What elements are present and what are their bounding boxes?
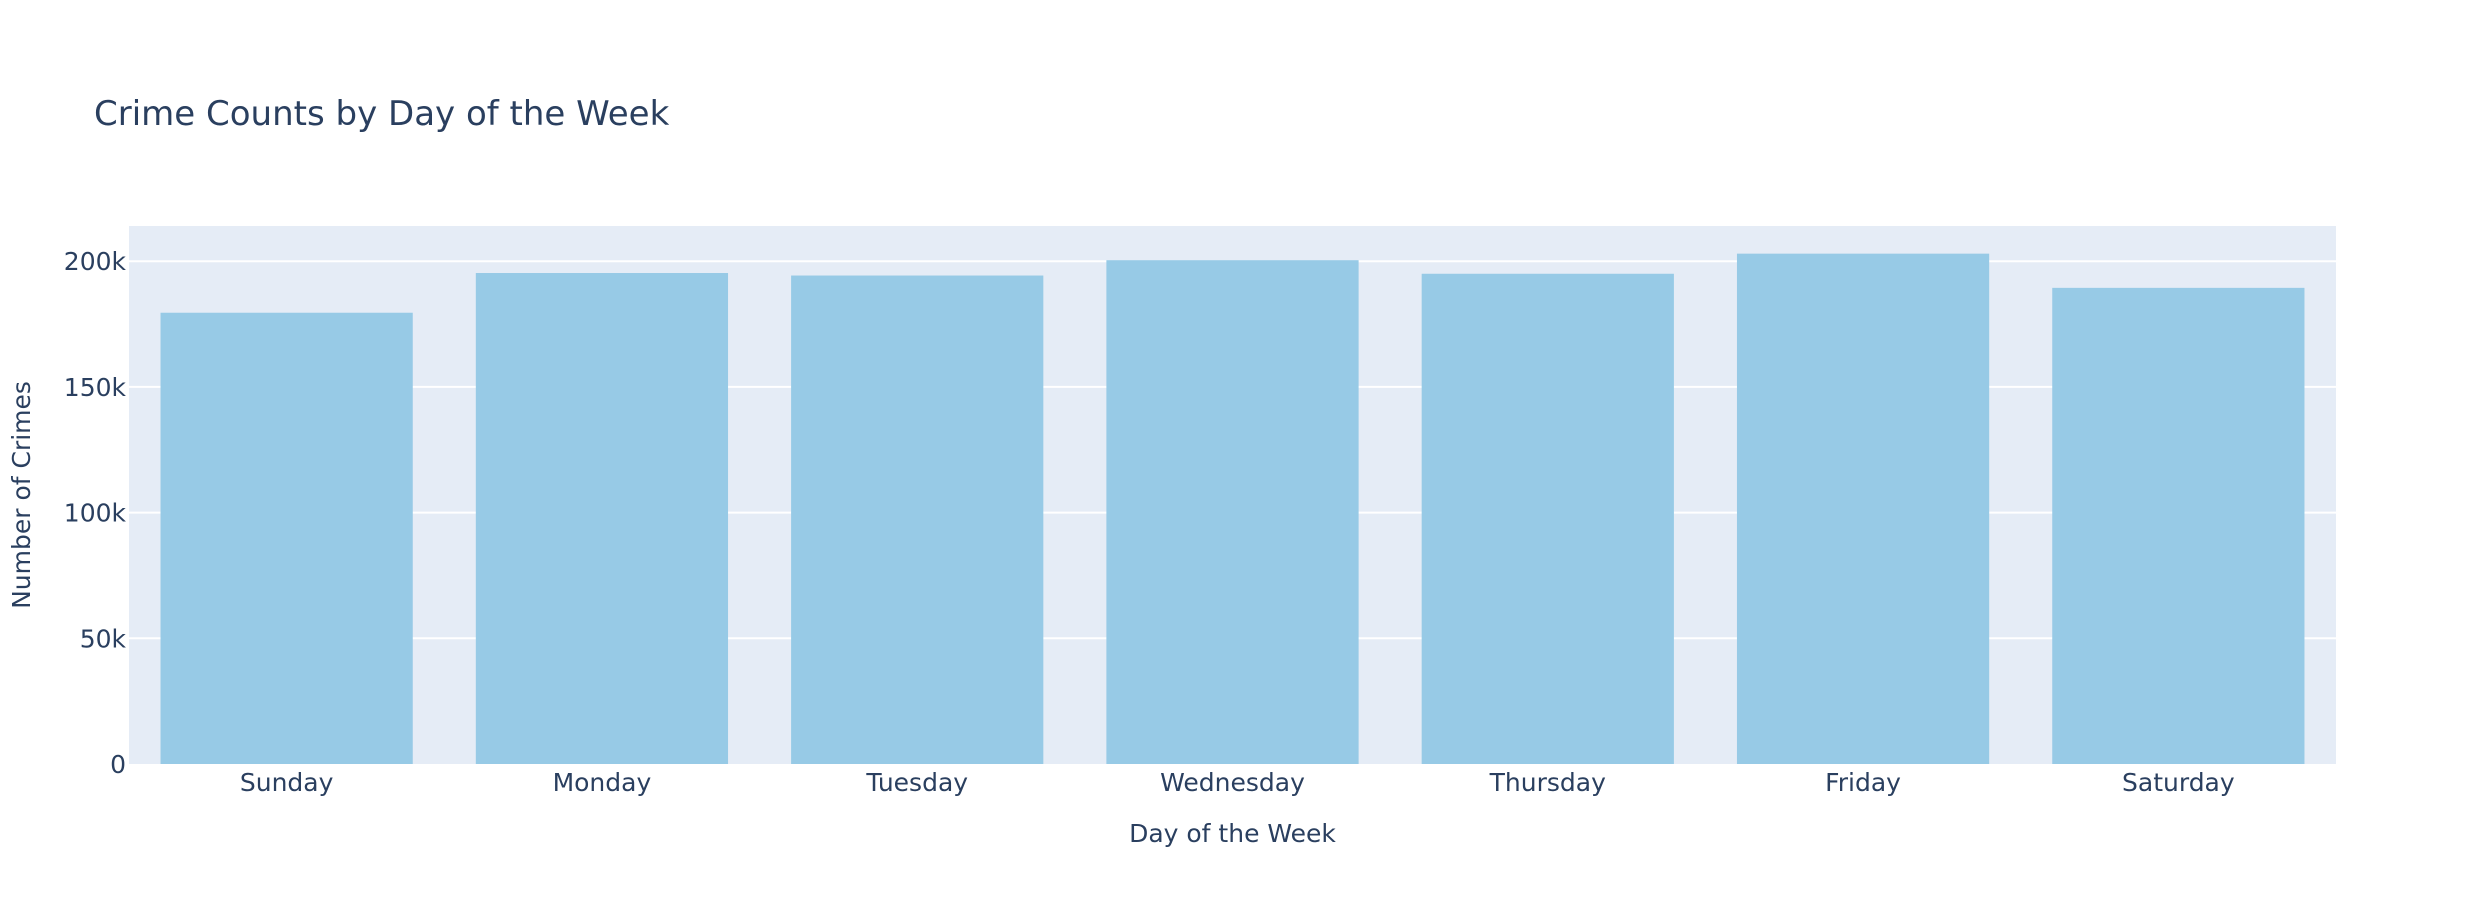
- x-axis-title: Day of the Week: [1129, 819, 1336, 848]
- bar-thursday[interactable]: [1421, 273, 1674, 764]
- x-tick-label: Wednesday: [1160, 768, 1305, 797]
- x-tick-label: Thursday: [1489, 768, 1606, 797]
- x-tick-label: Tuesday: [865, 768, 968, 797]
- y-tick-label: 150k: [64, 373, 127, 402]
- y-axis-ticks: 0 50k 100k 150k 200k: [64, 247, 127, 779]
- bar-friday[interactable]: [1736, 253, 1990, 764]
- x-tick-label: Sunday: [240, 768, 334, 797]
- y-tick-label: 50k: [80, 624, 127, 653]
- bar-wednesday[interactable]: [1106, 260, 1359, 764]
- bar-monday[interactable]: [475, 273, 729, 764]
- y-axis-title: Number of Crimes: [7, 381, 36, 609]
- bars: [160, 253, 2305, 764]
- x-tick-label: Monday: [553, 768, 652, 797]
- y-tick-label: 100k: [64, 499, 127, 528]
- bar-tuesday[interactable]: [791, 275, 1044, 764]
- chart-title: Crime Counts by Day of the Week: [94, 94, 670, 134]
- x-tick-label: Saturday: [2122, 768, 2235, 797]
- x-axis-ticks: Sunday Monday Tuesday Wednesday Thursday Frid…: [240, 768, 2235, 797]
- y-tick-label: 200k: [64, 247, 127, 276]
- bar-saturday[interactable]: [2052, 287, 2305, 764]
- bar-sunday[interactable]: [160, 312, 413, 764]
- y-tick-label: 0: [110, 750, 126, 779]
- x-tick-label: Friday: [1825, 768, 1901, 797]
